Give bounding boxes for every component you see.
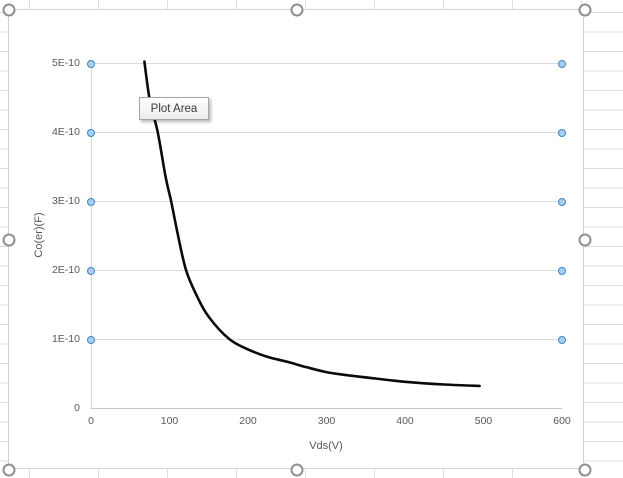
y-tick-label[interactable]: 5E-10 [51,57,80,69]
selection-handle-bottom-left[interactable] [2,463,16,477]
x-tick-label[interactable]: 500 [474,415,493,427]
x-tick-label[interactable]: 400 [396,415,414,427]
gridline-selection-dot-right [558,266,566,275]
y-major-gridline[interactable] [91,63,562,64]
x-tick-label[interactable]: 300 [317,415,336,427]
plot-area-tooltip: Plot Area [139,97,209,120]
selection-handles [2,3,592,477]
x-tick-label[interactable]: 200 [239,415,257,427]
y-major-gridline[interactable] [91,339,562,340]
gridline-selection-dot-right [558,335,566,344]
y-major-gridline[interactable] [91,270,562,271]
y-major-gridline[interactable] [91,201,562,202]
series-line[interactable] [143,60,481,388]
y-tick-label[interactable]: 2E-10 [51,264,80,276]
y-major-gridline[interactable] [91,132,562,133]
selection-handle-middle-right[interactable] [578,233,592,247]
x-tick-label[interactable]: 600 [553,415,571,427]
gridline-selection-dot-right [558,128,566,137]
selection-handle-bottom-middle[interactable] [290,463,304,477]
gridline-selection-dot-right [558,59,566,68]
x-tick-label[interactable]: 100 [160,415,179,427]
plot-area[interactable]: 0 1E-10 2E-10 3E-10 4E-10 5E-10 0 100 200 300 400 5… [9,10,583,468]
y-tick-label[interactable]: 3E-10 [51,195,80,207]
gridline-selection-dot-left [87,197,95,206]
selection-handle-bottom-right[interactable] [578,463,592,477]
selection-handle-top-left[interactable] [2,3,16,17]
x-axis-line[interactable] [91,408,562,409]
selection-handle-top-right[interactable] [578,3,592,17]
selection-handle-middle-left[interactable] [2,233,16,247]
y-tick-label[interactable]: 1E-10 [51,333,80,345]
x-tick-label[interactable]: 0 [88,415,94,427]
gridline-selection-dot-left [87,335,95,344]
y-tick-label[interactable]: 4E-10 [51,126,80,138]
y-tick-label[interactable]: 0 [74,402,80,414]
series-curve[interactable] [9,10,585,470]
gridline-selection-dot-right [558,197,566,206]
x-axis-title[interactable]: Vds(V) [309,440,343,452]
gridline-selection-dot-left [87,59,95,68]
gridline-selection-dot-left [87,266,95,275]
selection-handle-top-middle[interactable] [290,3,304,17]
y-axis-line[interactable] [91,63,92,408]
gridline-selection-dot-left [87,128,95,137]
chart-area[interactable]: 0 1E-10 2E-10 3E-10 4E-10 5E-10 0 100 200 300 400 5… [2,3,592,477]
